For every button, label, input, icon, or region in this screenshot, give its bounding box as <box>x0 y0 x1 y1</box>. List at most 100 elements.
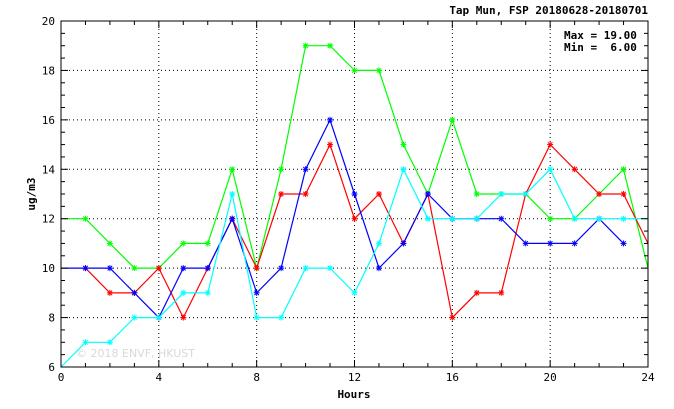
data-point <box>180 314 187 321</box>
chart-title: Tap Mun, FSP 20180628-20180701 <box>449 4 648 17</box>
data-point <box>547 141 554 148</box>
data-point <box>253 289 260 296</box>
data-point <box>473 215 480 222</box>
data-point <box>596 191 603 197</box>
series-line-2 <box>61 118 624 319</box>
data-point <box>131 314 138 321</box>
data-point <box>82 215 89 222</box>
data-point <box>106 339 113 346</box>
data-point <box>571 166 578 173</box>
data-point <box>302 191 309 197</box>
axis-ticks <box>60 20 649 368</box>
tick-labels: 0 4 8 12 16 20 24 6 8 10 12 14 16 18 20 <box>42 15 655 384</box>
data-point <box>351 67 358 74</box>
data-point <box>278 166 285 173</box>
x-tick-label: 16 <box>446 371 459 384</box>
data-point <box>204 240 211 247</box>
data-point <box>449 215 456 222</box>
data-point <box>596 215 603 222</box>
data-point <box>620 240 627 247</box>
data-point <box>620 215 627 222</box>
series-3 <box>60 166 648 368</box>
data-point <box>253 314 260 321</box>
data-point <box>522 191 529 197</box>
data-point <box>449 116 456 123</box>
data-point <box>327 265 334 272</box>
data-point <box>229 215 236 222</box>
y-tick-label: 6 <box>48 361 55 374</box>
series-layer <box>60 42 649 368</box>
data-point <box>302 265 309 272</box>
data-point <box>400 240 407 247</box>
data-point <box>229 191 236 197</box>
watermark-layer: © 2018 ENVF, HKUST <box>76 347 195 360</box>
data-point <box>547 166 554 173</box>
data-point <box>400 141 407 148</box>
data-point <box>547 215 554 222</box>
y-tick-label: 20 <box>42 15 55 28</box>
y-tick-label: 16 <box>42 114 55 127</box>
data-point <box>547 240 554 247</box>
watermark: © 2018 ENVF, HKUST <box>76 347 195 360</box>
data-point <box>106 289 113 296</box>
data-point <box>522 240 529 247</box>
x-tick-label: 24 <box>641 371 655 384</box>
x-axis-label: Hours <box>337 388 370 401</box>
data-point <box>180 289 187 296</box>
data-point <box>155 314 162 321</box>
data-point <box>278 314 285 321</box>
y-tick-label: 14 <box>42 163 56 176</box>
y-tick-label: 10 <box>42 262 55 275</box>
data-point <box>327 116 334 123</box>
data-point <box>204 289 211 296</box>
data-point <box>82 339 89 346</box>
x-tick-label: 4 <box>156 371 163 384</box>
series-line-0 <box>61 45 649 269</box>
data-point <box>375 240 382 247</box>
data-point <box>327 42 334 49</box>
data-point <box>253 265 260 272</box>
data-point <box>498 215 505 222</box>
data-point <box>351 289 358 296</box>
data-point <box>571 240 578 247</box>
data-point <box>400 166 407 173</box>
y-tick-label: 12 <box>42 213 55 226</box>
data-point <box>278 191 285 197</box>
data-point <box>449 314 456 321</box>
data-point <box>375 67 382 74</box>
data-point <box>498 289 505 296</box>
min-stat-label: Min = 6.00 <box>564 41 637 54</box>
x-tick-label: 12 <box>348 371 361 384</box>
data-point <box>180 265 187 272</box>
data-point <box>278 265 285 272</box>
data-point <box>131 289 138 296</box>
data-point <box>351 191 358 197</box>
data-point <box>131 265 138 272</box>
data-point <box>302 166 309 173</box>
data-point <box>351 215 358 222</box>
data-point <box>571 215 578 222</box>
data-point <box>620 191 627 197</box>
y-axis-label: ug/m3 <box>25 177 38 210</box>
series-line-1 <box>85 143 649 319</box>
series-0 <box>61 42 649 272</box>
data-point <box>327 141 334 148</box>
data-point <box>180 240 187 247</box>
x-tick-label: 20 <box>544 371 557 384</box>
x-tick-label: 0 <box>58 371 65 384</box>
y-tick-label: 18 <box>42 64 55 77</box>
data-point <box>473 289 480 296</box>
y-tick-label: 8 <box>48 312 55 325</box>
data-point <box>106 240 113 247</box>
data-point <box>155 265 162 272</box>
data-point <box>204 265 211 272</box>
max-stat-label: Max = 19.00 <box>564 29 637 42</box>
x-tick-label: 8 <box>253 371 260 384</box>
series-1 <box>82 141 649 321</box>
data-point <box>424 191 431 197</box>
data-point <box>424 215 431 222</box>
data-point <box>620 166 627 173</box>
data-point <box>498 191 505 197</box>
data-point <box>82 265 89 272</box>
